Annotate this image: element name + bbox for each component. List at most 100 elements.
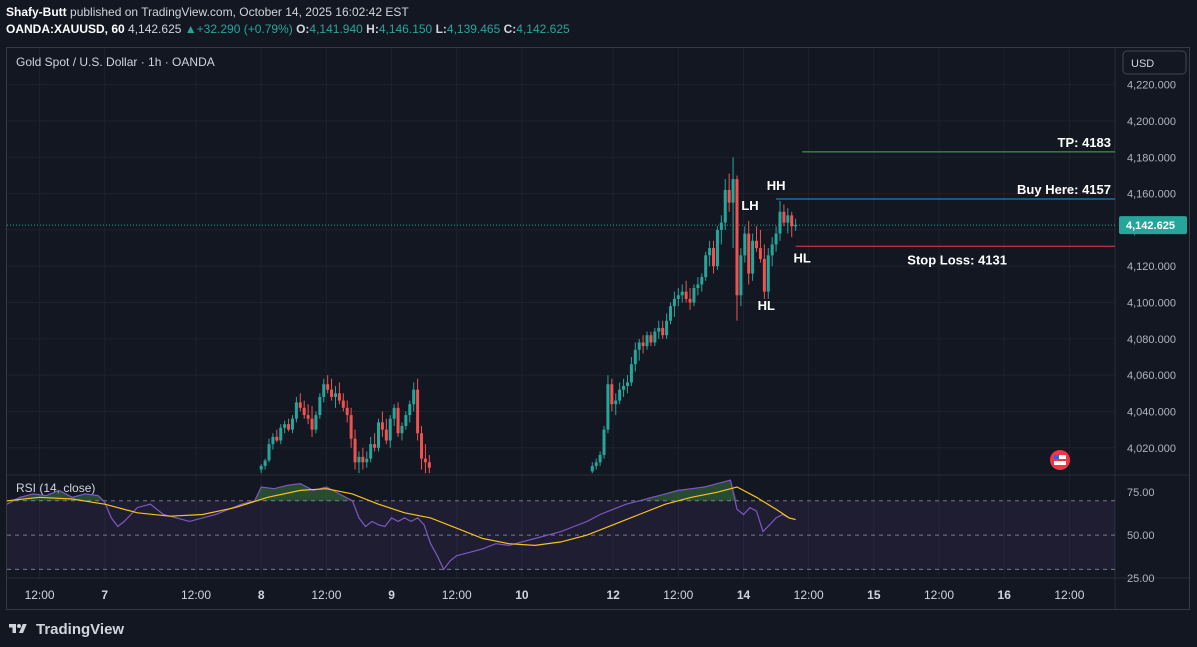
y-tick-label: 4,020.000 — [1127, 443, 1176, 455]
candle-body — [357, 456, 361, 463]
candle-body — [692, 288, 696, 303]
candle-body — [727, 189, 731, 203]
candle-body — [263, 460, 267, 466]
x-tick-label: 7 — [101, 588, 108, 602]
candle-body — [333, 393, 337, 397]
candle-body — [700, 277, 704, 285]
close-value: 4,142.625 — [516, 22, 570, 36]
candle-body — [408, 404, 412, 416]
candle-body — [330, 389, 334, 397]
y-tick-label: 4,200.000 — [1127, 116, 1176, 128]
candle-body — [661, 327, 665, 336]
chart-canvas[interactable]: Gold Spot / U.S. Dollar · 1h · OANDA USD 4… — [7, 48, 1189, 609]
y-tick-label: 4,040.000 — [1127, 406, 1176, 418]
x-tick-label: 12:00 — [442, 588, 472, 602]
candle-body — [696, 284, 700, 289]
candle-body — [735, 179, 739, 296]
x-tick-label: 12:00 — [311, 588, 341, 602]
candle-body — [322, 384, 326, 397]
footer-brand: TradingView — [6, 618, 124, 640]
candle-body — [294, 402, 298, 419]
candle-body — [739, 255, 743, 296]
low-value: 4,139.465 — [446, 22, 501, 36]
us-flag-icon-canton — [1054, 455, 1059, 459]
up-triangle-icon: ▲ — [184, 22, 197, 36]
candle-body — [794, 225, 798, 227]
candle-body — [337, 393, 341, 401]
chart-frame[interactable]: Gold Spot / U.S. Dollar · 1h · OANDA USD 4… — [6, 47, 1190, 610]
open-label: O: — [296, 22, 310, 36]
candle-body — [361, 456, 365, 463]
candle-body — [665, 320, 669, 336]
candle-body — [377, 422, 381, 448]
last-price: 4,142.625 — [128, 22, 182, 36]
last-price-tag-text: 4,142.625 — [1126, 220, 1175, 232]
chart-header: Shafy-Butt published on TradingView.com,… — [6, 4, 1186, 38]
high-label: H: — [366, 22, 379, 36]
candle-body — [688, 298, 692, 303]
candle-body — [602, 429, 606, 456]
candle-body — [790, 215, 794, 227]
candle-body — [400, 425, 404, 434]
y-tick-label: 4,180.000 — [1127, 152, 1176, 164]
currency-label: USD — [1131, 58, 1154, 70]
candle-body — [676, 295, 680, 299]
rsi-title: RSI (14, close) — [16, 481, 95, 495]
y-tick-label: 4,120.000 — [1127, 261, 1176, 273]
candle-body — [594, 462, 598, 466]
ohlc-line: OANDA:XAUUSD, 60 4,142.625 ▲+32.290 (+0.… — [6, 21, 1186, 38]
candle-body — [326, 384, 330, 390]
candle-body — [610, 384, 614, 405]
candle-body — [365, 458, 369, 463]
candle-body — [606, 384, 610, 430]
published-text: published on TradingView.com, October 14… — [70, 5, 409, 19]
candle-body — [712, 248, 716, 267]
level-label-entry: Buy Here: 4157 — [1017, 182, 1111, 197]
candle-body — [774, 233, 778, 245]
candle-body — [637, 342, 641, 350]
candle-body — [287, 424, 291, 430]
x-tick-label: 15 — [867, 588, 881, 602]
candle-body — [672, 298, 676, 307]
author-name[interactable]: Shafy-Butt — [6, 5, 67, 19]
candle-body — [770, 244, 774, 256]
candle-body — [279, 427, 283, 441]
candle-body — [369, 444, 373, 459]
candle-body — [345, 407, 349, 416]
rsi-line — [7, 479, 796, 571]
candle-body — [267, 444, 271, 461]
candle-body — [622, 386, 626, 390]
candle-body — [302, 407, 306, 416]
brand-name: TradingView — [36, 620, 125, 638]
symbol-label[interactable]: OANDA:XAUUSD, 60 — [6, 22, 125, 36]
candle-body — [766, 255, 770, 292]
rsi-tick-label: 50.00 — [1127, 530, 1155, 542]
candle-body — [762, 258, 766, 292]
candle-body — [392, 407, 396, 419]
candle-body — [786, 215, 790, 223]
us-flag-icon-stripe — [1054, 459, 1066, 461]
candle-body — [778, 211, 782, 234]
candle-body — [271, 436, 275, 445]
tradingview-logo-icon — [9, 624, 27, 633]
structure-label: HL — [793, 251, 810, 266]
level-label-sl: Stop Loss: 4131 — [907, 252, 1007, 267]
candle-body — [420, 433, 424, 459]
candle-body — [306, 415, 310, 419]
candle-body — [388, 418, 392, 441]
price-change: +32.290 (+0.79%) — [196, 22, 293, 36]
rsi-ma-line — [7, 486, 796, 547]
candle-body — [404, 415, 408, 426]
candle-body — [373, 444, 377, 448]
candle-body — [649, 335, 653, 343]
x-tick-label: 12:00 — [924, 588, 954, 602]
chart-title: Gold Spot / U.S. Dollar · 1h · OANDA — [16, 55, 215, 69]
candle-body — [629, 364, 633, 383]
candle-body — [668, 306, 672, 321]
candle-body — [731, 179, 735, 203]
candle-body — [396, 407, 400, 434]
candle-body — [723, 189, 727, 223]
candle-body — [412, 389, 416, 405]
x-tick-label: 16 — [998, 588, 1012, 602]
candle-body — [423, 458, 427, 463]
